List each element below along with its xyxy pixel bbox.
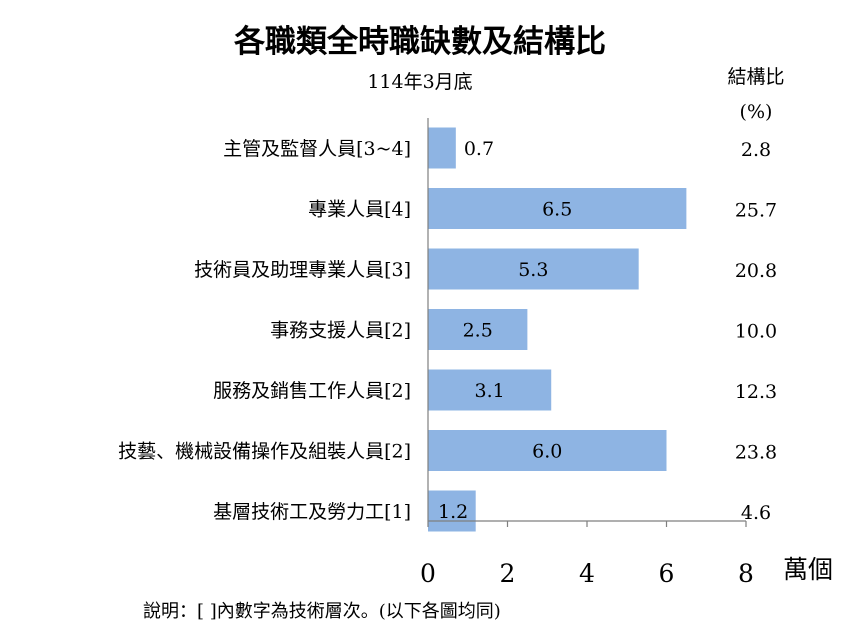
category-label: 專業人員[4] xyxy=(308,199,411,221)
category-label: 技術員及助理專業人員[3] xyxy=(194,259,411,281)
bar xyxy=(428,248,639,290)
x-tick-label: 0 xyxy=(420,559,436,588)
value-label: 3.1 xyxy=(475,380,505,402)
x-tick-label: 6 xyxy=(659,559,675,588)
chart-subtitle: 114年3月底 xyxy=(367,71,472,93)
ratio-value: 4.6 xyxy=(741,502,771,524)
value-label: 5.3 xyxy=(518,259,548,281)
chart-title: 各職類全時職缺數及結構比 xyxy=(233,24,606,60)
category-label: 技藝、機械設備操作及組裝人員[2] xyxy=(118,441,411,463)
category-label: 主管及監督人員[3~4] xyxy=(223,138,411,160)
bar xyxy=(428,490,476,532)
category-label: 服務及銷售工作人員[2] xyxy=(213,380,411,402)
x-tick-label: 2 xyxy=(500,559,516,588)
value-label: 1.2 xyxy=(438,501,468,523)
category-label: 基層技術工及勞力工[1] xyxy=(213,501,411,523)
value-label: 0.7 xyxy=(464,138,494,160)
x-unit-label: 萬個 xyxy=(783,555,833,584)
ratio-value: 25.7 xyxy=(735,200,777,222)
value-label: 6.5 xyxy=(542,199,572,221)
bar xyxy=(428,430,667,471)
bar xyxy=(428,369,552,411)
bar xyxy=(428,188,687,229)
category-label: 事務支援人員[2] xyxy=(270,320,411,342)
axis-layer: 0 2 4 6 8 xyxy=(420,118,754,588)
ratio-value: 20.8 xyxy=(735,260,777,282)
ratio-value: 10.0 xyxy=(735,321,777,343)
value-label: 6.0 xyxy=(532,441,562,463)
bars-layer: 主管及監督人員[3~4] 0.7 2.8 專業人員[4] 6.5 25.7 技術員及助理專業… xyxy=(118,127,777,532)
chart-note: 說明：[ ]內數字為技術層次。(以下各圖均同) xyxy=(143,601,501,622)
ratio-header-unit: (%) xyxy=(740,101,773,123)
bar xyxy=(428,127,456,169)
bar xyxy=(428,309,528,350)
ratio-value: 23.8 xyxy=(735,442,777,464)
x-tick-label: 4 xyxy=(579,559,595,588)
value-label: 2.5 xyxy=(463,320,493,342)
ratio-value: 2.8 xyxy=(741,139,771,161)
ratio-value: 12.3 xyxy=(735,381,777,403)
x-tick-label: 8 xyxy=(738,559,754,588)
ratio-header-label: 結構比 xyxy=(727,66,784,88)
